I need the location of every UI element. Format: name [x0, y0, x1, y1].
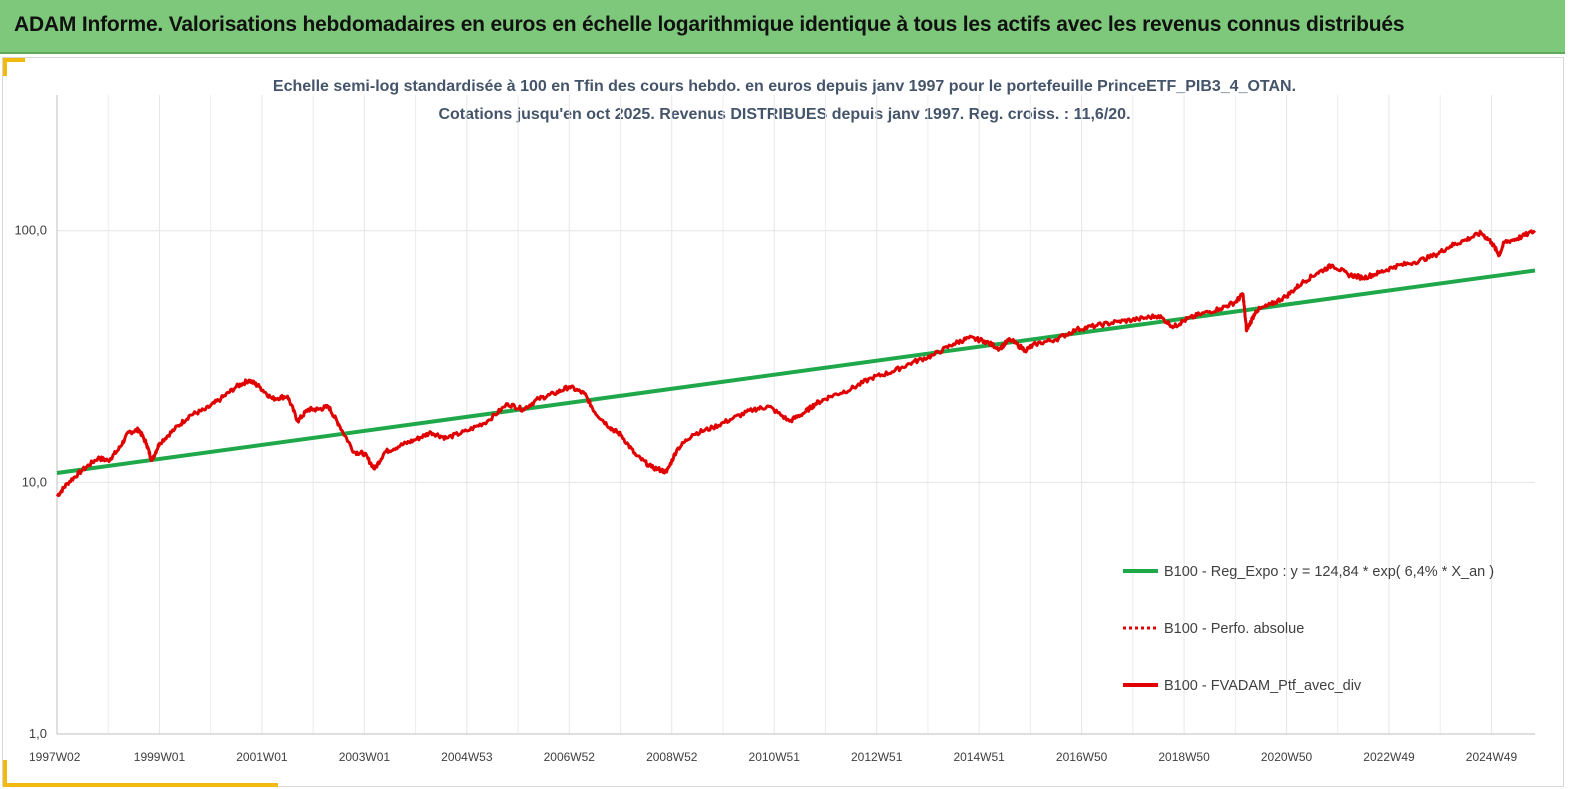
y-tick-label: 10,0 — [22, 474, 47, 489]
legend-label: B100 - Perfo. absolue — [1164, 621, 1304, 637]
corner-accent-top-left — [3, 58, 25, 62]
y-tick-label: 1,0 — [29, 726, 47, 741]
portfolio-line — [55, 229, 1537, 498]
x-tick-label: 2022W49 — [1363, 750, 1415, 764]
grid-layer — [56, 95, 1535, 735]
corner-accent-bottom-left — [3, 783, 278, 787]
series-layer — [55, 229, 1537, 498]
chart-title-line-2: Cotations jusqu'en oct 2025. Revenus DIS… — [438, 106, 1131, 123]
x-tick-label: 1999W01 — [134, 750, 186, 764]
corner-accent-bottom-left-vertical — [3, 760, 7, 787]
x-tick-label: 2018W50 — [1158, 750, 1210, 764]
title-banner: ADAM Informe. Valorisations hebdomadaire… — [0, 0, 1565, 54]
banner-title: ADAM Informe. Valorisations hebdomadaire… — [14, 13, 1405, 36]
legend-label: B100 - Reg_Expo : y = 124,84 * exp( 6,4%… — [1164, 564, 1494, 580]
legend-label: B100 - FVADAM_Ptf_avec_div — [1164, 678, 1362, 694]
x-tick-label: 2003W01 — [339, 750, 391, 764]
x-tick-label: 2012W51 — [851, 750, 903, 764]
chart-title-line-1: Echelle semi-log standardisée à 100 en T… — [272, 78, 1297, 95]
legend: B100 - Reg_Expo : y = 124,84 * exp( 6,4%… — [1123, 564, 1494, 694]
x-tick-label: 2001W01 — [236, 750, 288, 764]
y-tick-label: 100,0 — [14, 223, 47, 238]
x-tick-label: 1997W02 — [29, 750, 81, 764]
x-tick-label: 2010W51 — [749, 750, 801, 764]
x-tick-label: 2024W49 — [1466, 750, 1518, 764]
x-tick-label: 2008W52 — [646, 750, 698, 764]
x-tick-label: 2004W53 — [441, 750, 493, 764]
x-tick-label: 2020W50 — [1261, 750, 1313, 764]
regression-line — [56, 268, 1536, 475]
axis-layer: 1,0 10,0 100,0 1997W02 1999W01 2001W01 2003W01… — [14, 95, 1535, 764]
x-tick-label: 2016W50 — [1056, 750, 1108, 764]
x-tick-label: 2006W52 — [544, 750, 596, 764]
corner-accent-top-left-vertical — [3, 58, 7, 76]
x-tick-label: 2014W51 — [953, 750, 1005, 764]
